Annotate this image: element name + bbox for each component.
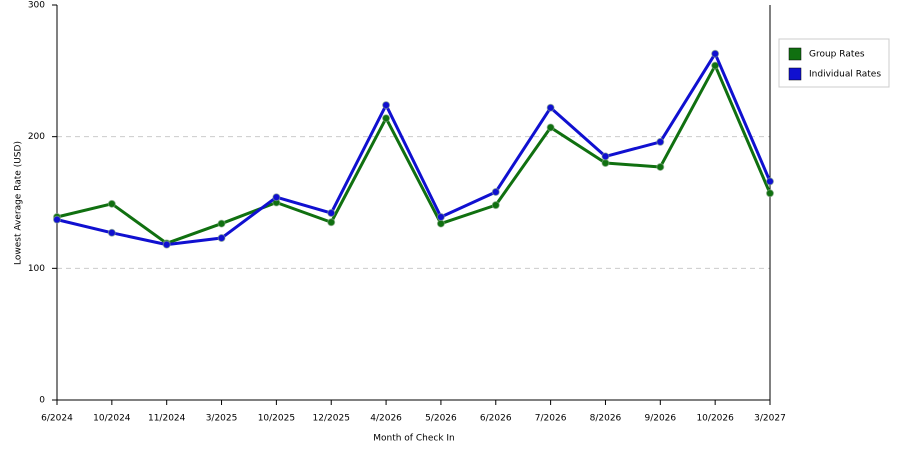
x-tick-label: 11/2024 [148, 414, 186, 424]
x-axis-label: Month of Check In [373, 434, 455, 444]
point [107, 228, 116, 237]
point [382, 101, 391, 110]
point [107, 199, 116, 208]
point [217, 234, 226, 243]
y-tick-label: 0 [39, 396, 45, 406]
point [162, 240, 171, 249]
series-line [56, 52, 772, 247]
point [327, 209, 336, 218]
point [272, 193, 281, 202]
x-tick-label: 12/2025 [313, 414, 350, 424]
point [656, 137, 665, 146]
point [217, 219, 226, 228]
point [546, 103, 555, 112]
point [766, 177, 774, 186]
point [601, 159, 610, 167]
legend-swatch [788, 67, 802, 81]
x-tick-label: 9/2026 [644, 414, 676, 424]
point [546, 123, 555, 132]
point [766, 189, 774, 198]
legend-label: Group Rates [809, 50, 865, 60]
x-tick-label: 5/2026 [425, 414, 457, 424]
x-tick-label: 6/2026 [480, 414, 512, 424]
legend-box [778, 38, 890, 88]
point [491, 187, 500, 196]
x-tick-label: 10/2026 [696, 414, 734, 424]
x-tick-label: 4/2026 [370, 414, 402, 424]
y-tick-label: 100 [28, 264, 45, 274]
point [436, 212, 445, 221]
y-tick-label: 200 [28, 132, 45, 142]
y-axis-label: Lowest Average Rate (USD) [14, 141, 24, 265]
point [656, 162, 665, 171]
x-tick-label: 6/2024 [41, 414, 73, 424]
x-tick-label: 3/2027 [754, 414, 786, 424]
x-tick-label: 3/2025 [206, 414, 238, 424]
x-tick-label: 10/2024 [93, 414, 131, 424]
legend-label: Individual Rates [809, 70, 881, 80]
x-tick-label: 10/2025 [258, 414, 295, 424]
legend-swatch [788, 47, 802, 61]
point [711, 49, 720, 58]
y-tick-label: 300 [28, 1, 45, 11]
point [601, 152, 610, 161]
x-tick-label: 7/2026 [535, 414, 567, 424]
point [491, 201, 500, 210]
point [53, 215, 61, 224]
x-tick-label: 8/2026 [590, 414, 622, 424]
point [382, 114, 391, 123]
series-line [56, 64, 772, 245]
point [436, 219, 445, 228]
point [327, 218, 336, 227]
